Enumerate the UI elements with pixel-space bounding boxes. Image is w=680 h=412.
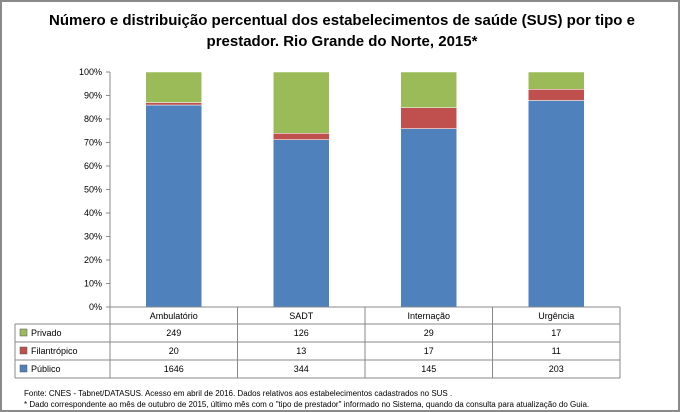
bar-público-0 bbox=[145, 104, 202, 308]
bar-privado-2 bbox=[400, 71, 457, 108]
data-label: 11 bbox=[552, 346, 561, 356]
y-tick-label: 0% bbox=[89, 302, 102, 312]
data-label: 203 bbox=[549, 364, 564, 374]
bar-público-1 bbox=[273, 139, 330, 308]
data-label: 29 bbox=[424, 328, 434, 338]
bar-público-3 bbox=[528, 100, 585, 308]
bar-filantrópico-0 bbox=[145, 102, 202, 106]
y-tick-label: 80% bbox=[84, 114, 102, 124]
data-label: 17 bbox=[424, 346, 434, 356]
data-label: 249 bbox=[166, 328, 181, 338]
footnote: * Dado correspondente ao mês de outubro … bbox=[24, 400, 590, 409]
data-label: 126 bbox=[294, 328, 309, 338]
y-tick-label: 30% bbox=[84, 232, 102, 242]
y-tick-label: 40% bbox=[84, 208, 102, 218]
bar-filantrópico-3 bbox=[528, 89, 585, 101]
category-label: SADT bbox=[289, 311, 314, 321]
y-tick-label: 50% bbox=[84, 185, 102, 195]
y-tick-label: 20% bbox=[84, 255, 102, 265]
y-tick-label: 100% bbox=[79, 67, 102, 77]
data-label: 344 bbox=[294, 364, 309, 374]
source-note: Fonte: CNES - Tabnet/DATASUS. Acesso em … bbox=[24, 389, 453, 398]
category-label: Ambulatório bbox=[150, 311, 198, 321]
legend-swatch-privado bbox=[19, 328, 28, 337]
bar-público-2 bbox=[400, 128, 457, 308]
legend-swatch-público bbox=[19, 364, 28, 373]
y-tick-label: 90% bbox=[84, 91, 102, 101]
data-label: 145 bbox=[421, 364, 436, 374]
legend-swatch-filantrópico bbox=[19, 346, 28, 355]
bar-privado-0 bbox=[145, 71, 202, 103]
chart-title: Número e distribuição percentual dos est… bbox=[49, 12, 635, 50]
category-label: Internação bbox=[407, 311, 450, 321]
y-tick-label: 60% bbox=[84, 161, 102, 171]
data-label: 17 bbox=[551, 328, 561, 338]
data-label: 13 bbox=[296, 346, 306, 356]
category-label: Urgência bbox=[538, 311, 574, 321]
legend-label: Filantrópico bbox=[31, 346, 78, 356]
bar-filantrópico-1 bbox=[273, 133, 330, 140]
y-tick-label: 10% bbox=[84, 279, 102, 289]
bar-filantrópico-2 bbox=[400, 107, 457, 129]
data-label: 20 bbox=[169, 346, 179, 356]
y-tick-label: 70% bbox=[84, 138, 102, 148]
data-label: 1646 bbox=[164, 364, 184, 374]
legend-label: Público bbox=[31, 364, 61, 374]
legend-label: Privado bbox=[31, 328, 62, 338]
bar-privado-1 bbox=[273, 71, 330, 134]
bar-privado-3 bbox=[528, 71, 585, 90]
